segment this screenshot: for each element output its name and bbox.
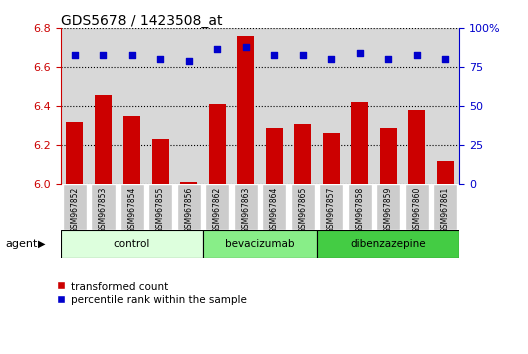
FancyBboxPatch shape (404, 184, 429, 230)
FancyBboxPatch shape (290, 184, 315, 230)
FancyBboxPatch shape (61, 230, 203, 258)
Point (99, 52, 108, 58)
Bar (266, 128, 283, 184)
Text: bevacizumab: bevacizumab (225, 239, 295, 249)
Point (242, 44, 250, 50)
Bar (209, 104, 226, 184)
Text: control: control (114, 239, 150, 249)
FancyBboxPatch shape (205, 184, 230, 230)
FancyBboxPatch shape (376, 184, 400, 230)
Bar (67, 122, 83, 184)
Text: GSM967860: GSM967860 (412, 187, 421, 233)
Bar (237, 36, 254, 184)
FancyBboxPatch shape (203, 230, 317, 258)
Point (156, 57, 165, 62)
Point (384, 57, 392, 62)
Bar (124, 116, 140, 184)
Point (270, 52, 278, 58)
Bar (294, 124, 312, 184)
Point (213, 46, 222, 51)
Text: GDS5678 / 1423508_at: GDS5678 / 1423508_at (61, 14, 222, 28)
Bar (408, 110, 425, 184)
Legend: transformed count, percentile rank within the sample: transformed count, percentile rank withi… (55, 281, 247, 305)
Text: GSM967862: GSM967862 (213, 187, 222, 233)
FancyBboxPatch shape (347, 184, 372, 230)
Point (355, 50, 364, 56)
FancyBboxPatch shape (234, 184, 258, 230)
Bar (437, 161, 454, 184)
FancyBboxPatch shape (262, 184, 286, 230)
FancyBboxPatch shape (317, 230, 459, 258)
Bar (380, 128, 397, 184)
Point (441, 57, 449, 62)
Text: GSM967855: GSM967855 (156, 187, 165, 233)
Text: GSM967854: GSM967854 (127, 187, 136, 233)
Text: GSM967856: GSM967856 (184, 187, 193, 233)
Point (128, 52, 136, 58)
FancyBboxPatch shape (177, 184, 201, 230)
Text: GSM967852: GSM967852 (70, 187, 79, 233)
Text: agent: agent (5, 239, 37, 249)
Text: GSM967865: GSM967865 (298, 187, 307, 233)
Bar (95, 95, 112, 184)
Point (185, 58, 193, 64)
FancyBboxPatch shape (91, 184, 116, 230)
FancyBboxPatch shape (120, 184, 144, 230)
Text: GSM967863: GSM967863 (241, 187, 250, 233)
Point (298, 52, 307, 58)
Point (412, 52, 421, 58)
Point (71, 52, 79, 58)
FancyBboxPatch shape (319, 184, 343, 230)
Text: dibenzazepine: dibenzazepine (351, 239, 426, 249)
Text: ▶: ▶ (38, 239, 45, 249)
FancyBboxPatch shape (433, 184, 457, 230)
Bar (351, 102, 368, 184)
Text: GSM967864: GSM967864 (270, 187, 279, 233)
Bar (181, 182, 197, 184)
Bar (152, 139, 169, 184)
Text: GSM967853: GSM967853 (99, 187, 108, 233)
Text: GSM967858: GSM967858 (355, 187, 364, 233)
FancyBboxPatch shape (148, 184, 173, 230)
Text: GSM967859: GSM967859 (384, 187, 393, 233)
FancyBboxPatch shape (63, 184, 87, 230)
Bar (323, 133, 340, 184)
Text: GSM967857: GSM967857 (327, 187, 336, 233)
Point (327, 57, 335, 62)
Text: GSM967861: GSM967861 (441, 187, 450, 233)
